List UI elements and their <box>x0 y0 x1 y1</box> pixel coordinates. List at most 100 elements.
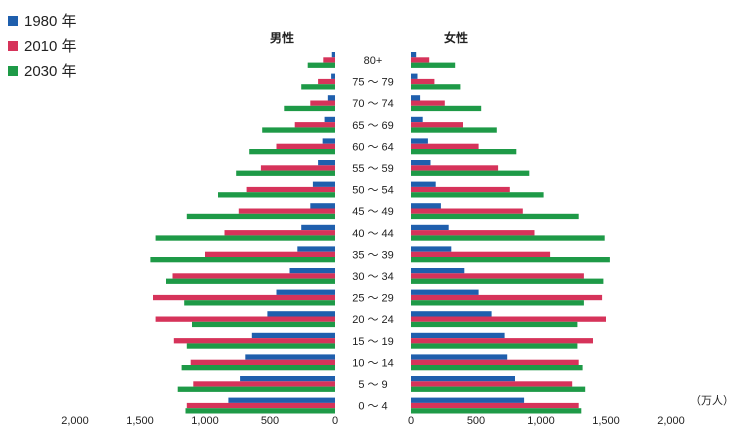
bar-male-2030年-12 <box>192 321 335 328</box>
legend-swatch-2030 <box>8 65 18 76</box>
bar-male-2010年-6 <box>246 186 335 193</box>
bar-male-2030年-7 <box>186 213 335 220</box>
bar-female-2010年-14 <box>411 359 579 365</box>
bar-male-2010年-2 <box>310 100 335 106</box>
bar-female-2010年-5 <box>411 165 499 171</box>
age-label-10: 30 ～ 34 <box>352 271 394 283</box>
bar-male-2010年-9 <box>205 251 335 257</box>
age-label-2: 70 ～ 74 <box>352 98 394 110</box>
legend-swatch-1980 <box>8 15 18 26</box>
bar-male-2030年-2 <box>284 105 335 112</box>
bar-female-1980年-16 <box>411 397 525 403</box>
age-label-13: 15 ～ 19 <box>352 336 394 348</box>
age-label-8: 40 ～ 44 <box>352 228 394 240</box>
bar-female-2010年-8 <box>411 230 535 236</box>
bar-male-2030年-0 <box>307 62 335 68</box>
legend-item-1980: 1980 年 <box>8 8 77 33</box>
bar-female-2010年-7 <box>411 208 523 214</box>
bar-female-2030年-7 <box>411 213 579 220</box>
bar-male-1980年-14 <box>245 354 335 360</box>
legend-item-2010: 2010 年 <box>8 33 77 58</box>
bar-male-2030年-14 <box>181 365 335 371</box>
bar-male-2010年-10 <box>172 273 335 279</box>
bar-female-2030年-6 <box>411 192 544 198</box>
legend-swatch-2010 <box>8 40 18 51</box>
age-label-11: 25 ～ 29 <box>352 293 394 305</box>
bar-male-2010年-11 <box>153 294 335 301</box>
bar-male-2010年-3 <box>294 122 335 128</box>
bar-male-2030年-9 <box>150 257 335 263</box>
bar-male-2030年-13 <box>186 343 335 349</box>
bar-male-1980年-6 <box>312 181 335 187</box>
legend-label-2030: 2030 年 <box>24 63 77 80</box>
bar-male-2010年-0 <box>323 57 335 63</box>
bar-male-2030年-6 <box>218 192 335 198</box>
female-tick-0: 0 <box>408 415 414 427</box>
bar-male-2010年-16 <box>186 402 335 409</box>
bar-female-2010年-11 <box>411 294 603 301</box>
bar-female-1980年-2 <box>411 95 421 101</box>
bar-female-2030年-12 <box>411 321 578 328</box>
male-tick-2: 1,000 <box>191 415 219 427</box>
bar-female-2010年-6 <box>411 186 510 193</box>
bar-female-2010年-4 <box>411 143 479 149</box>
male-tick-3: 500 <box>261 415 279 427</box>
bar-female-1980年-15 <box>411 376 515 382</box>
age-label-0: 80+ <box>364 55 383 67</box>
bar-male-1980年-4 <box>322 138 335 144</box>
bar-male-2010年-7 <box>238 208 335 214</box>
male-tick-1: 1,500 <box>126 415 154 427</box>
age-label-15: 5 ～ 9 <box>358 379 387 391</box>
bar-female-1980年-6 <box>411 181 436 187</box>
bar-male-2010年-5 <box>260 165 335 171</box>
female-tick-2: 1,000 <box>527 415 555 427</box>
bar-female-2030年-13 <box>411 343 578 349</box>
bar-female-2010年-2 <box>411 100 445 106</box>
bar-male-1980年-16 <box>228 397 335 403</box>
male-tick-4: 0 <box>332 415 338 427</box>
bars-group <box>150 52 610 414</box>
bar-male-1980年-1 <box>331 73 335 79</box>
bar-male-1980年-11 <box>276 289 335 295</box>
bar-female-1980年-14 <box>411 354 508 360</box>
female-tick-4: 2,000 <box>657 415 685 427</box>
bar-male-1980年-8 <box>301 224 335 231</box>
bar-female-1980年-13 <box>411 332 505 339</box>
bar-male-1980年-2 <box>327 95 335 101</box>
male-side-label: 男性 <box>270 30 294 45</box>
bar-female-2030年-5 <box>411 170 530 176</box>
age-label-6: 50 ～ 54 <box>352 185 394 197</box>
bar-female-1980年-5 <box>411 160 431 166</box>
bar-female-2030年-9 <box>411 257 610 263</box>
male-tick-0: 2,000 <box>61 415 89 427</box>
bar-male-2030年-1 <box>301 84 335 90</box>
bar-male-1980年-13 <box>251 332 335 339</box>
age-label-5: 55 ～ 59 <box>352 163 394 175</box>
age-label-16: 0 ～ 4 <box>358 401 387 413</box>
age-label-12: 20 ～ 24 <box>352 314 394 326</box>
bar-male-2010年-1 <box>318 78 335 85</box>
bar-female-1980年-4 <box>411 138 428 144</box>
bar-male-2030年-3 <box>262 127 335 133</box>
bar-male-2030年-8 <box>155 235 335 241</box>
bar-female-2010年-13 <box>411 338 593 344</box>
age-label-4: 60 ～ 64 <box>352 141 394 153</box>
bar-female-2010年-3 <box>411 122 463 128</box>
bar-female-2030年-10 <box>411 278 604 284</box>
bar-female-2030年-16 <box>411 408 582 414</box>
bar-male-1980年-9 <box>297 246 335 252</box>
bar-female-2010年-15 <box>411 381 573 387</box>
bar-female-2030年-4 <box>411 149 517 155</box>
bar-male-2030年-5 <box>236 170 335 176</box>
bar-male-2030年-11 <box>184 300 335 306</box>
bar-female-2030年-3 <box>411 127 497 133</box>
bar-female-2030年-14 <box>411 365 583 371</box>
bar-male-1980年-10 <box>289 268 335 274</box>
bar-male-2010年-14 <box>190 359 335 365</box>
bar-male-2010年-15 <box>193 381 335 387</box>
bar-male-1980年-3 <box>324 116 335 123</box>
bar-male-2010年-12 <box>155 316 335 322</box>
bar-female-2030年-2 <box>411 105 482 112</box>
tick-labels-group: 2,000 1,500 1,000 500 0 0 500 1,000 1,500 2,000 <box>61 415 685 427</box>
bar-female-2030年-11 <box>411 300 584 306</box>
